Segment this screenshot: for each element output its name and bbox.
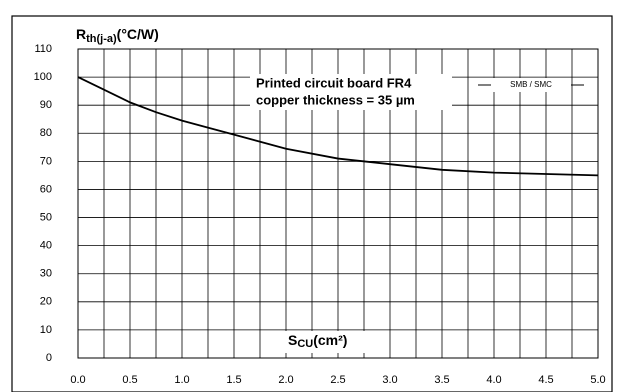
annotation: copper thickness = 35 µm (256, 92, 415, 107)
y-tick-label: 40 (40, 240, 52, 252)
annotation-bg (250, 74, 452, 110)
annotation: Printed circuit board FR4 (256, 75, 412, 90)
label-unit: (°C/W) (117, 26, 159, 42)
legend-bg (491, 78, 571, 92)
y-tick-label: 70 (40, 155, 52, 167)
x-tick-label: 2.0 (278, 374, 293, 386)
label-unit: (cm²) (313, 332, 347, 348)
y-tick-label: 60 (40, 183, 52, 195)
data-line (77, 76, 599, 177)
y-tick-label: 30 (40, 268, 52, 280)
label-sub: CU (297, 338, 313, 350)
y-tick-label: 20 (40, 296, 52, 308)
x-tick-label: 3.0 (382, 374, 397, 386)
x-tick-label: 3.5 (434, 374, 449, 386)
y-tick-label: 110 (34, 43, 52, 55)
x-tick-label: 2.5 (330, 374, 345, 386)
label-main: S (288, 332, 297, 348)
x-tick-label: 5.0 (590, 374, 605, 386)
frame (11, 15, 613, 392)
x-tick-label: 4.5 (538, 374, 553, 386)
y-tick-label: 90 (40, 99, 52, 111)
x-label-bg (283, 331, 369, 353)
plot-border (77, 48, 599, 359)
x-tick-label: 1.0 (174, 374, 189, 386)
y-tick-label: 10 (40, 324, 52, 336)
label-main: R (76, 26, 86, 42)
y-axis-label: Rth(j-a)(°C/W) (76, 26, 159, 45)
x-tick-label: 0.0 (70, 374, 85, 386)
y-tick-label: 50 (40, 211, 52, 223)
legend-label: SMB / SMC (510, 80, 552, 89)
plot (77, 76, 599, 177)
x-axis-label: SCU(cm²) (288, 332, 347, 350)
y-tick-label: 0 (46, 352, 52, 364)
x-tick-label: 4.0 (486, 374, 501, 386)
y-tick-label: 80 (40, 127, 52, 139)
labels: 0 10 20 30 40 50 60 70 80 90 100 110 0.0 0.5 1.0 1.5 2.0… (34, 26, 606, 386)
grid (77, 48, 599, 359)
y-tick-label: 100 (34, 71, 52, 83)
x-tick-label: 1.5 (226, 374, 241, 386)
x-tick-label: 0.5 (122, 374, 137, 386)
label-sub: th(j-a) (86, 33, 117, 45)
